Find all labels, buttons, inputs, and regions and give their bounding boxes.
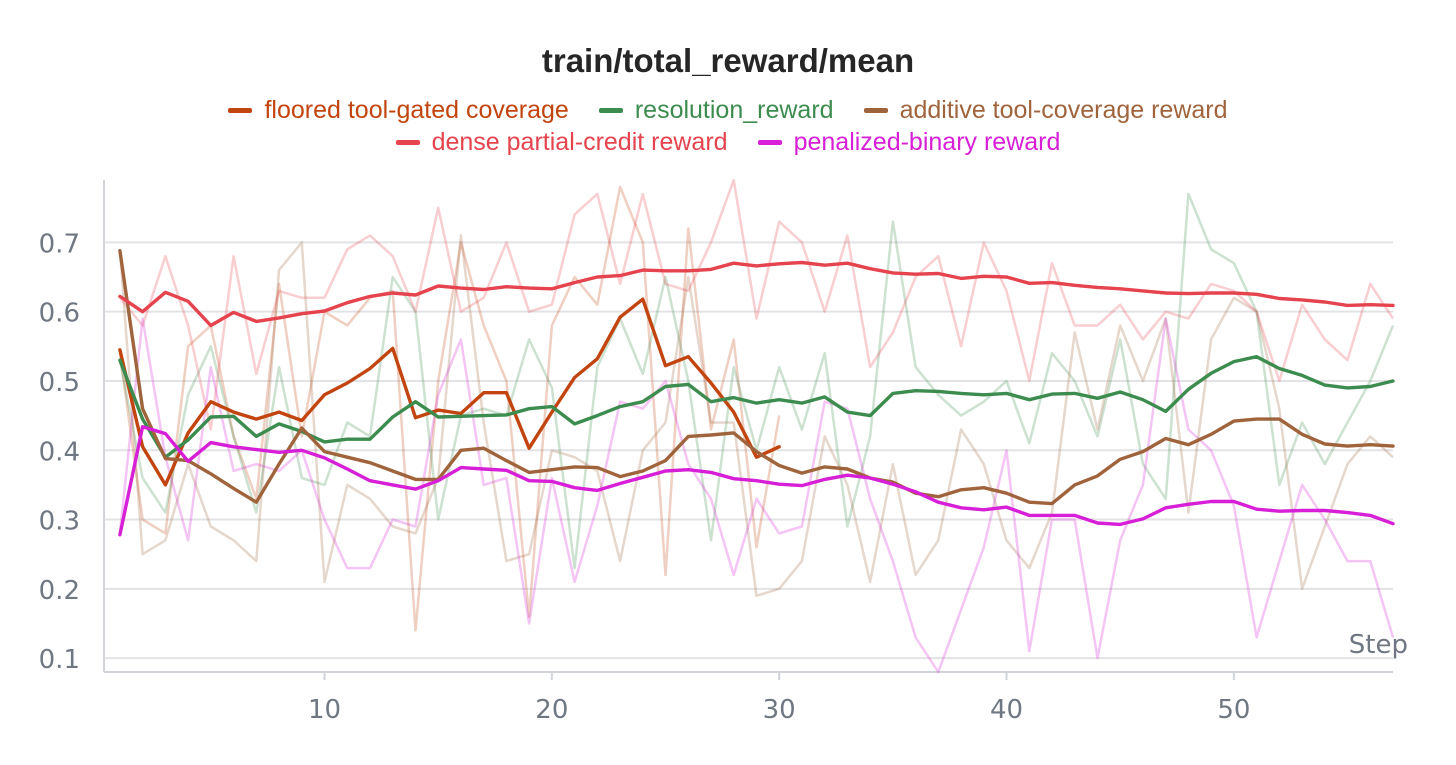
axes <box>103 180 1393 680</box>
raw-series-line <box>118 317 1395 674</box>
x-tick-label: 40 <box>990 695 1023 725</box>
legend-swatch <box>598 108 623 113</box>
legend-label: additive tool-coverage reward <box>899 96 1228 124</box>
legend-swatch <box>228 108 253 113</box>
y-tick-label: 0.4 <box>39 437 80 467</box>
x-tick-label: 20 <box>535 695 568 725</box>
legend-swatch <box>395 140 420 145</box>
legend-label: dense partial-credit reward <box>431 128 728 156</box>
y-tick-label: 0.5 <box>39 368 80 398</box>
legend-row-2: dense partial-credit reward penalized-bi… <box>0 128 1456 157</box>
tick-labels: 0.1 0.2 0.3 0.4 0.5 0.6 0.7 10 20 30 40 50 Step <box>39 229 1408 725</box>
raw-series-line <box>118 178 1395 431</box>
smoothed-series-line <box>118 297 781 487</box>
raw-series-line <box>118 234 1394 598</box>
legend-label: resolution_reward <box>634 96 834 124</box>
smoothed-series-line <box>118 355 1395 459</box>
chart-title: train/total_reward/mean <box>541 42 915 79</box>
smoothed-series-layer <box>118 249 1395 537</box>
raw-series-layer <box>118 178 1395 674</box>
legend-label: penalized-binary reward <box>793 128 1061 156</box>
x-tick-label: 30 <box>763 695 796 725</box>
y-tick-label: 0.3 <box>39 507 80 537</box>
legend-swatch <box>757 140 782 145</box>
smoothed-series-line <box>118 425 1395 537</box>
legend-row-1: floored tool-gated coverage resolution_r… <box>0 96 1456 125</box>
legend-swatch <box>863 108 888 113</box>
y-tick-label: 0.7 <box>39 229 80 259</box>
smoothed-series-line <box>118 249 1395 506</box>
y-tick-label: 0.6 <box>39 299 80 329</box>
x-axis-label: Step <box>1349 630 1408 660</box>
legend-item-resolution-reward[interactable]: resolution_reward <box>598 96 834 125</box>
legend-item-additive-tool-coverage-reward[interactable]: additive tool-coverage reward <box>863 96 1228 125</box>
y-tick-label: 0.2 <box>39 576 80 606</box>
legend-item-floored-tool-gated-coverage[interactable]: floored tool-gated coverage <box>228 96 569 125</box>
legend-label: floored tool-gated coverage <box>264 96 569 124</box>
legend-item-dense-partial-credit-reward[interactable]: dense partial-credit reward <box>395 128 728 157</box>
x-tick-label: 50 <box>1217 695 1250 725</box>
legend-item-penalized-binary-reward[interactable]: penalized-binary reward <box>757 128 1061 157</box>
x-tick-label: 10 <box>308 695 341 725</box>
smoothed-series-line <box>118 260 1395 328</box>
y-tick-label: 0.1 <box>39 645 80 675</box>
